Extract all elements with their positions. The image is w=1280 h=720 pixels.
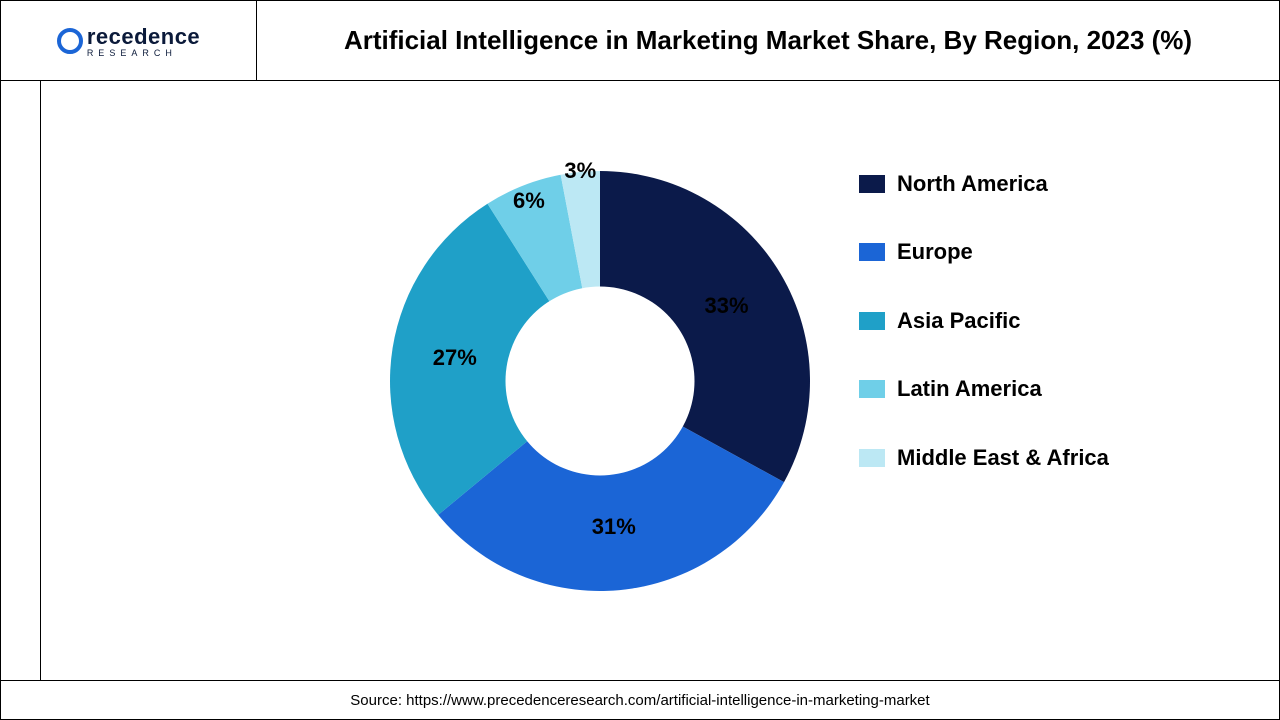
legend-label-4: Middle East & Africa <box>897 445 1109 471</box>
body-row: 33% 31% 27% 6% 3% North America Europe Asia Pa… <box>1 81 1279 681</box>
header-row: recedence RESEARCH Artificial Intelligen… <box>1 1 1279 81</box>
chart-frame: recedence RESEARCH Artificial Intelligen… <box>0 0 1280 720</box>
logo-cell: recedence RESEARCH <box>1 1 257 80</box>
title-cell: Artificial Intelligence in Marketing Mar… <box>257 18 1279 63</box>
slice-label-2: 27% <box>433 345 477 371</box>
legend-swatch-2 <box>859 312 885 330</box>
slice-label-0: 33% <box>704 293 748 319</box>
logo-ring-icon <box>57 28 83 54</box>
legend: North America Europe Asia Pacific Latin Ame… <box>859 171 1139 513</box>
donut-hole <box>506 286 695 475</box>
source-text: Source: https://www.precedenceresearch.c… <box>350 692 929 709</box>
logo-text-stack: recedence RESEARCH <box>87 24 200 58</box>
donut-chart: 33%31%27%6%3% <box>390 171 810 591</box>
left-margin-strip <box>1 81 41 680</box>
legend-item-2: Asia Pacific <box>859 308 1139 334</box>
legend-label-0: North America <box>897 171 1048 197</box>
source-row: Source: https://www.precedenceresearch.c… <box>1 681 1279 719</box>
legend-item-0: North America <box>859 171 1139 197</box>
legend-item-3: Latin America <box>859 376 1139 402</box>
chart-area: 33% 31% 27% 6% 3% North America Europe Asia Pa… <box>41 81 1279 680</box>
logo-main-text: recedence <box>87 24 200 50</box>
logo-sub-text: RESEARCH <box>87 48 177 58</box>
legend-item-1: Europe <box>859 239 1139 265</box>
brand-logo: recedence RESEARCH <box>57 24 200 58</box>
slice-label-4: 3% <box>564 158 596 184</box>
legend-swatch-3 <box>859 380 885 398</box>
legend-label-1: Europe <box>897 239 973 265</box>
slice-label-3: 6% <box>513 188 545 214</box>
legend-item-4: Middle East & Africa <box>859 445 1139 471</box>
legend-swatch-1 <box>859 243 885 261</box>
legend-label-3: Latin America <box>897 376 1042 402</box>
legend-swatch-0 <box>859 175 885 193</box>
slice-label-1: 31% <box>592 514 636 540</box>
legend-label-2: Asia Pacific <box>897 308 1021 334</box>
chart-title: Artificial Intelligence in Marketing Mar… <box>277 24 1259 57</box>
legend-swatch-4 <box>859 449 885 467</box>
